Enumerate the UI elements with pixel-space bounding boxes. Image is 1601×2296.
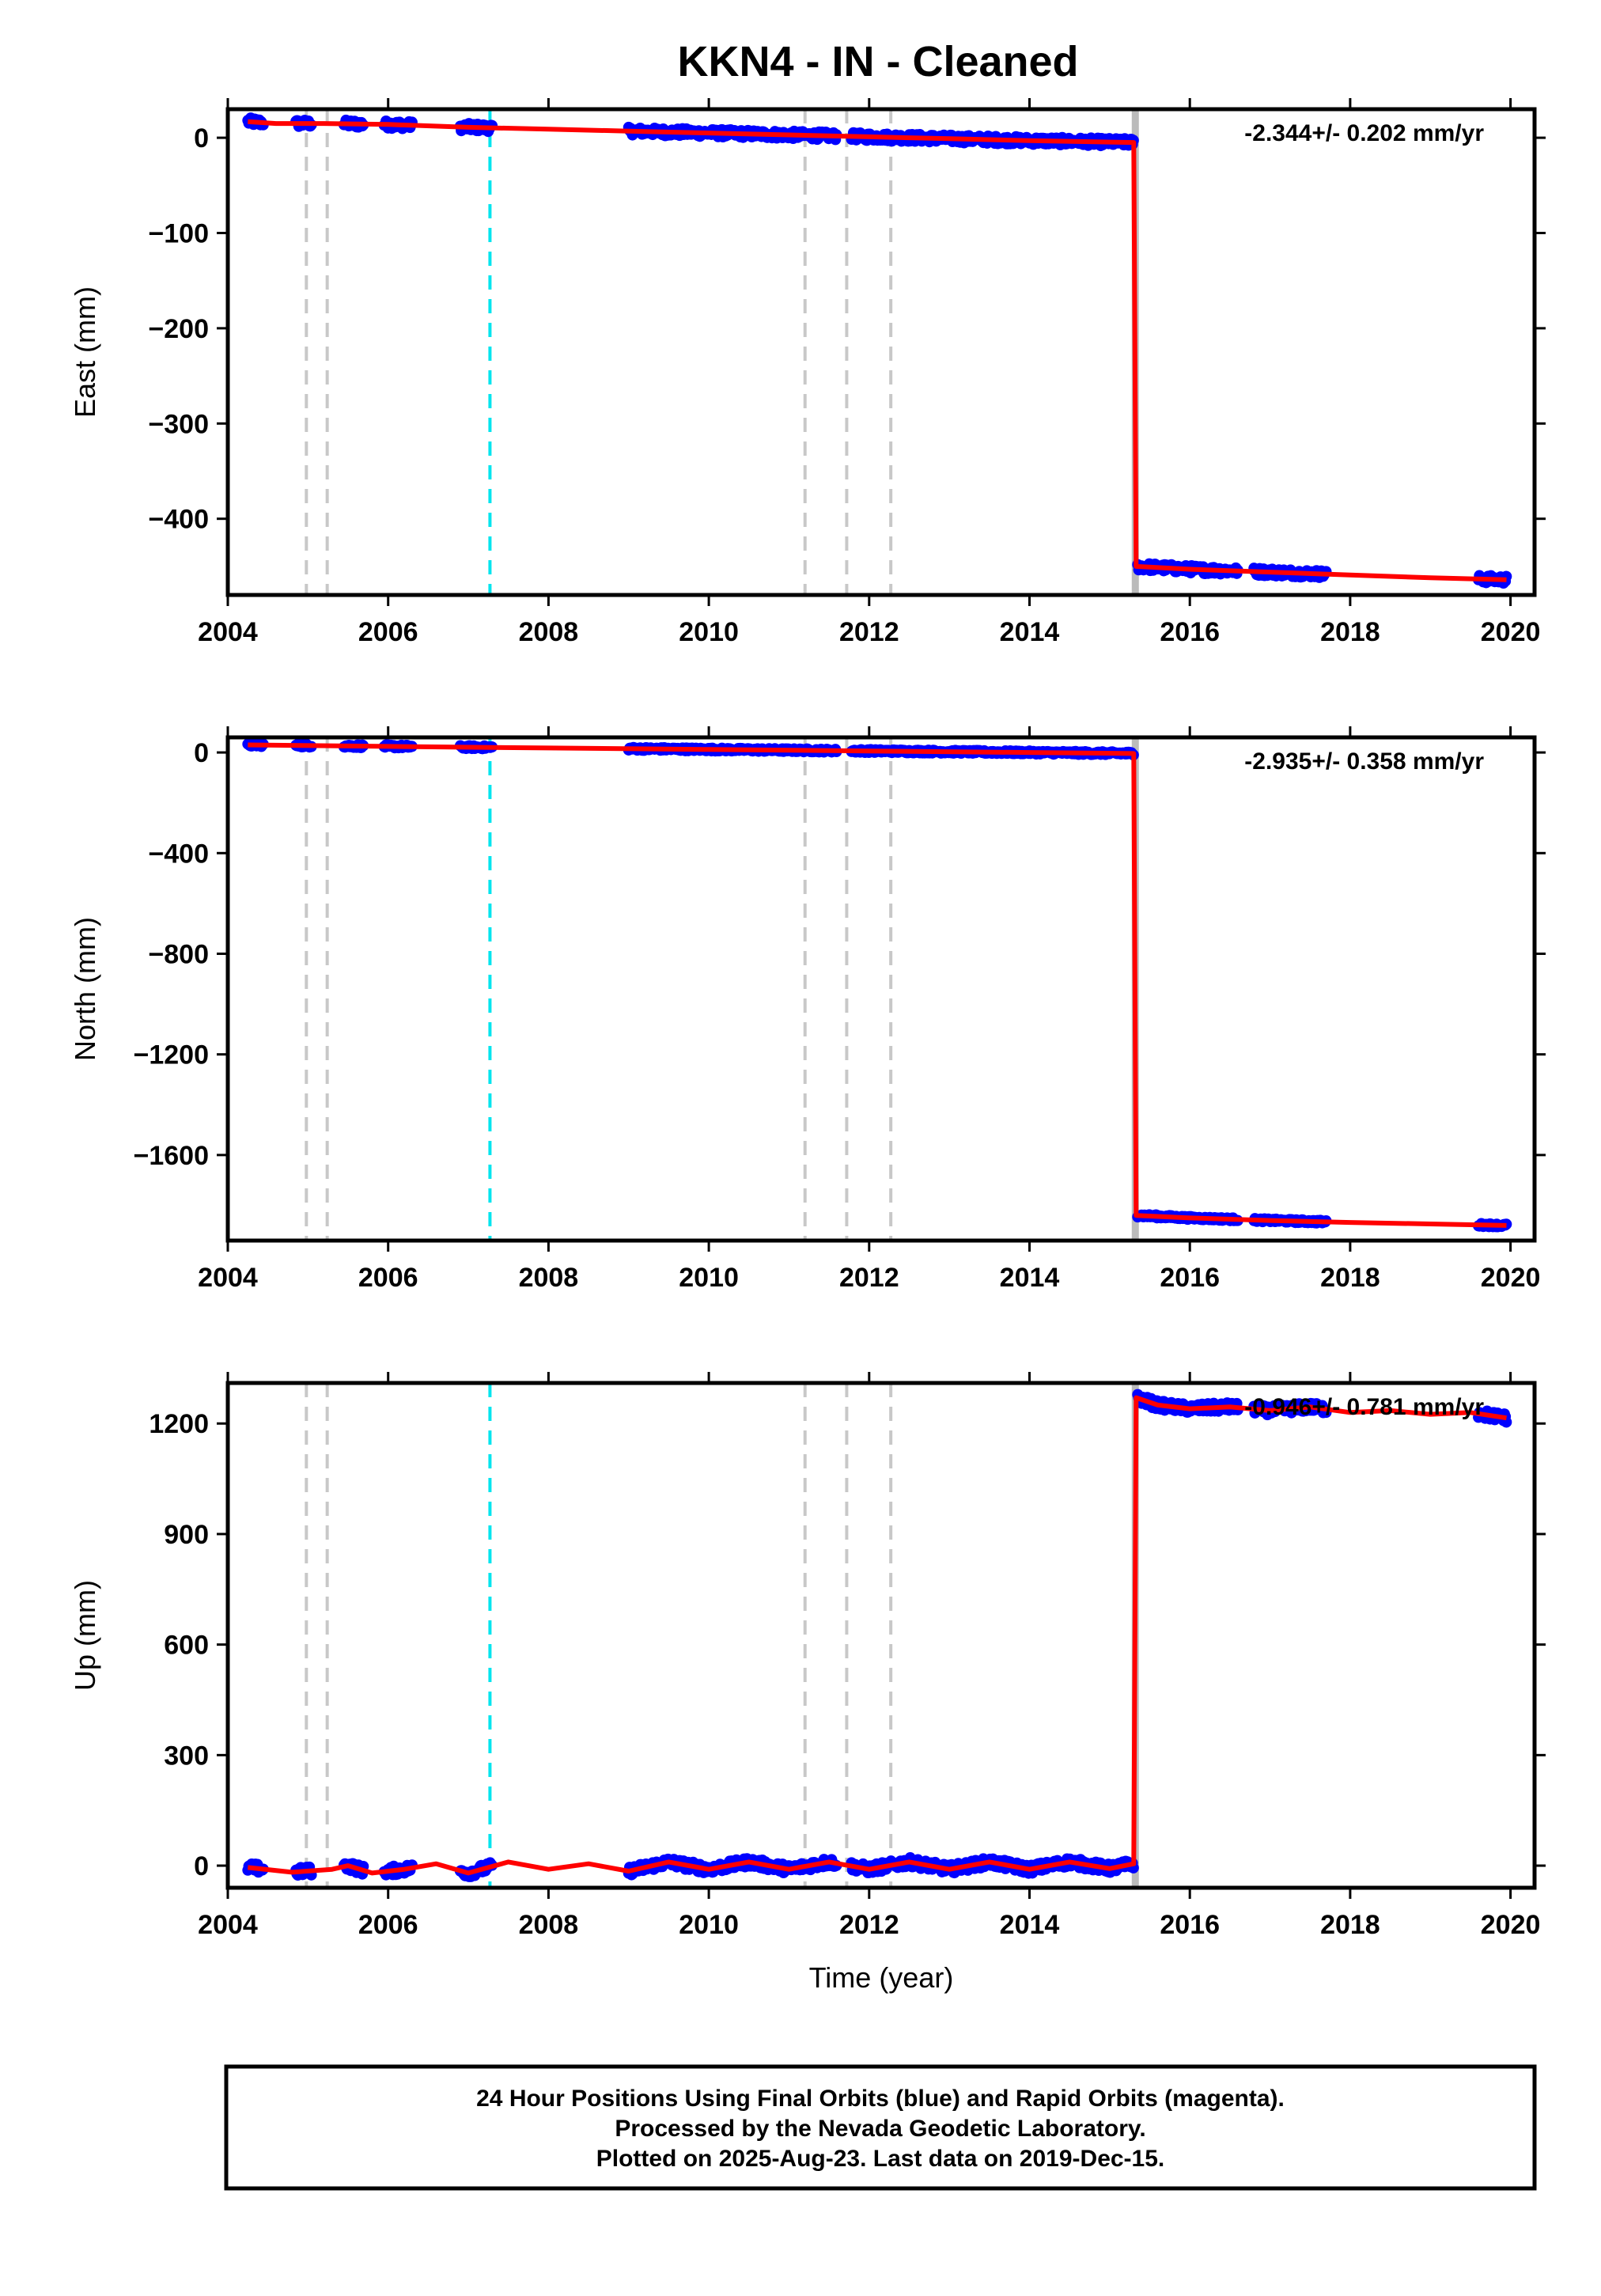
east-panel: 2004 2006 2008 2010 2012 2014 2016 2018 2020 0 −10… — [69, 98, 1546, 647]
y-tick-label: 900 — [164, 1520, 209, 1550]
model-line — [248, 119, 1507, 582]
y-axis-title: North (mm) — [69, 917, 101, 1061]
y-tick-label: −100 — [148, 219, 209, 249]
y-axis-title: East (mm) — [69, 286, 101, 418]
footer-line-2: Processed by the Nevada Geodetic Laborat… — [615, 2116, 1145, 2142]
y-tick-label: 0 — [194, 1851, 209, 1881]
x-tick-label: 2008 — [519, 1910, 579, 1940]
x-tick-label: 2014 — [1000, 1910, 1060, 1940]
x-tick-label: 2018 — [1320, 1263, 1380, 1293]
x-axis-title: Time (year) — [809, 1961, 954, 1994]
y-tick-label: −200 — [148, 314, 209, 344]
up-panel: 2004 2006 2008 2010 2012 2014 2016 2018 2020 1200… — [69, 1372, 1546, 1994]
chart-title: KKN4 - IN - Cleaned — [677, 38, 1078, 85]
x-tick-label: 2016 — [1160, 1910, 1220, 1940]
plot-frame — [225, 107, 1537, 597]
footer-line-3: Plotted on 2025-Aug-23. Last data on 201… — [596, 2146, 1165, 2172]
x-tick-label: 2016 — [1160, 617, 1220, 647]
x-tick-label: 2016 — [1160, 1263, 1220, 1293]
x-tick-label: 2020 — [1481, 617, 1541, 647]
north-panel: 2004 2006 2008 2010 2012 2014 2016 2018 2020 0 −40… — [69, 726, 1546, 1293]
x-tick-label: 2012 — [839, 1263, 899, 1293]
model-line — [247, 1395, 1507, 1876]
rate-annotation: -0.946+/- 0.781 mm/yr — [1244, 1394, 1484, 1420]
model-line — [248, 742, 1507, 1228]
x-tick-label: 2004 — [198, 617, 258, 647]
y-tick-label: 1200 — [149, 1409, 209, 1439]
x-tick-label: 2018 — [1320, 1910, 1380, 1940]
x-tick-label: 2006 — [358, 1910, 418, 1940]
plot-frame — [225, 1381, 1537, 1890]
x-tick-label: 2004 — [198, 1910, 258, 1940]
data-points — [242, 737, 1512, 1233]
y-tick-label: −1600 — [134, 1141, 210, 1171]
y-tick-label: −1200 — [134, 1040, 210, 1070]
data-points — [242, 112, 1512, 589]
y-tick-label: −300 — [148, 409, 209, 439]
x-tick-label: 2010 — [679, 1263, 739, 1293]
plot-frame — [225, 735, 1537, 1243]
y-tick-label: 0 — [194, 738, 209, 768]
x-tick-label: 2008 — [519, 617, 579, 647]
y-tick-label: −400 — [148, 505, 209, 535]
x-tick-label: 2008 — [519, 1263, 579, 1293]
footer-frame — [224, 2064, 1537, 2191]
footer-box: 24 Hour Positions Using Final Orbits (bl… — [224, 2064, 1537, 2191]
y-tick-label: 600 — [164, 1631, 209, 1661]
rate-annotation: -2.935+/- 0.358 mm/yr — [1244, 748, 1484, 775]
x-tick-label: 2012 — [839, 617, 899, 647]
x-tick-label: 2014 — [1000, 617, 1060, 647]
x-tick-label: 2010 — [679, 1910, 739, 1940]
y-tick-label: −800 — [148, 939, 209, 969]
y-tick-label: 0 — [194, 123, 209, 153]
x-tick-label: 2012 — [839, 1910, 899, 1940]
y-axis-title: Up (mm) — [69, 1580, 101, 1691]
x-tick-label: 2004 — [198, 1263, 258, 1293]
x-tick-label: 2018 — [1320, 617, 1380, 647]
x-tick-label: 2020 — [1481, 1263, 1541, 1293]
y-tick-label: −400 — [148, 839, 209, 869]
x-tick-label: 2020 — [1481, 1910, 1541, 1940]
x-tick-label: 2014 — [1000, 1263, 1060, 1293]
footer-line-1: 24 Hour Positions Using Final Orbits (bl… — [476, 2086, 1285, 2112]
data-points — [242, 1389, 1512, 1882]
x-tick-label: 2006 — [358, 617, 418, 647]
x-tick-label: 2010 — [679, 617, 739, 647]
x-tick-label: 2006 — [358, 1263, 418, 1293]
rate-annotation: -2.344+/- 0.202 mm/yr — [1244, 120, 1484, 146]
y-tick-label: 300 — [164, 1741, 209, 1771]
